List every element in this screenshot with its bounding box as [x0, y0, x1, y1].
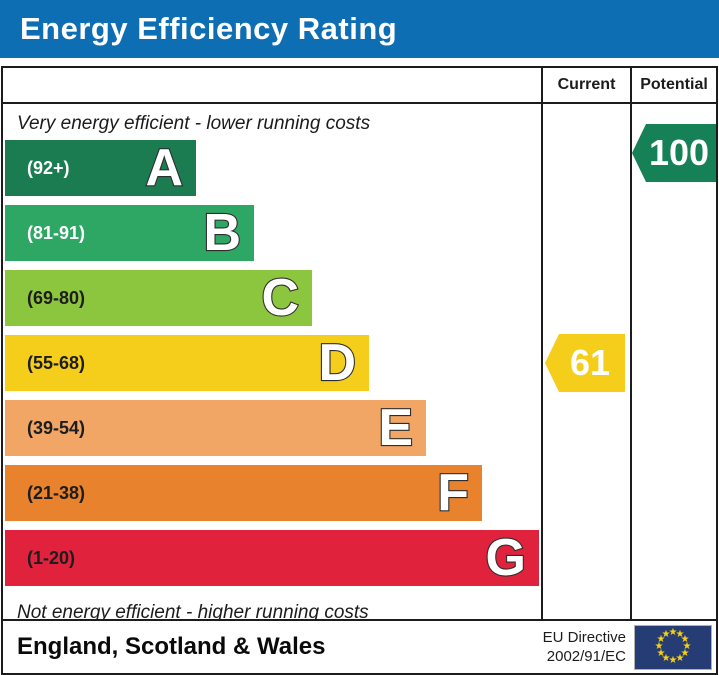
- current-rating-value: 61: [569, 342, 611, 383]
- band-letter: G: [484, 529, 527, 587]
- rating-band: (81-91) B: [5, 205, 254, 261]
- current-column: 61: [541, 104, 630, 619]
- rating-band: (92+) A: [5, 140, 196, 196]
- footer-bar: England, Scotland & Wales EU Directive 2…: [3, 619, 716, 673]
- current-column-header: Current: [541, 68, 630, 104]
- band-letter: A: [144, 139, 184, 197]
- rating-table: Current Potential Very energy efficient …: [1, 66, 718, 675]
- rating-band: (1-20) G: [5, 530, 539, 586]
- region-label: England, Scotland & Wales: [17, 633, 326, 660]
- potential-rating-arrow: 100: [632, 124, 716, 182]
- eu-star-icon: [662, 630, 671, 640]
- band-range-label: (21-38): [27, 482, 86, 503]
- bands-area: Very energy efficient - lower running co…: [3, 104, 541, 619]
- potential-column: 100: [630, 104, 716, 619]
- band-range-label: (81-91): [27, 222, 86, 243]
- band-range-label: (55-68): [27, 352, 86, 373]
- band-range-label: (92+): [27, 157, 70, 178]
- potential-column-header: Potential: [630, 68, 716, 104]
- band-range-label: (69-80): [27, 287, 86, 308]
- rating-band: (55-68) D: [5, 335, 369, 391]
- potential-rating-value: 100: [648, 132, 710, 173]
- current-rating-arrow: 61: [545, 334, 625, 392]
- band-letter: F: [436, 464, 470, 522]
- eu-directive-line2: 2002/91/EC: [546, 648, 626, 665]
- band-range-label: (1-20): [27, 547, 76, 568]
- bottom-note: Not energy efficient - higher running co…: [17, 602, 369, 619]
- band-range-label: (39-54): [27, 417, 86, 438]
- eu-flag-icon: [634, 624, 712, 670]
- band-letter: B: [202, 204, 242, 262]
- rating-band: (39-54) E: [5, 400, 426, 456]
- eu-directive-line1: EU Directive: [542, 629, 626, 646]
- band-letter: E: [377, 399, 414, 457]
- title-bar: Energy Efficiency Rating: [0, 0, 719, 58]
- band-letter: D: [317, 334, 357, 392]
- top-note: Very energy efficient - lower running co…: [17, 113, 371, 134]
- page-title: Energy Efficiency Rating: [20, 11, 398, 46]
- rating-band: (21-38) F: [5, 465, 482, 521]
- header-spacer-cell: [3, 68, 541, 104]
- eu-directive-label: EU Directive 2002/91/EC: [543, 628, 626, 666]
- band-letter: C: [260, 269, 300, 327]
- band-list: (92+) A (81-91) B (69-80) C (55-68) D (3…: [3, 140, 541, 586]
- rating-band: (69-80) C: [5, 270, 312, 326]
